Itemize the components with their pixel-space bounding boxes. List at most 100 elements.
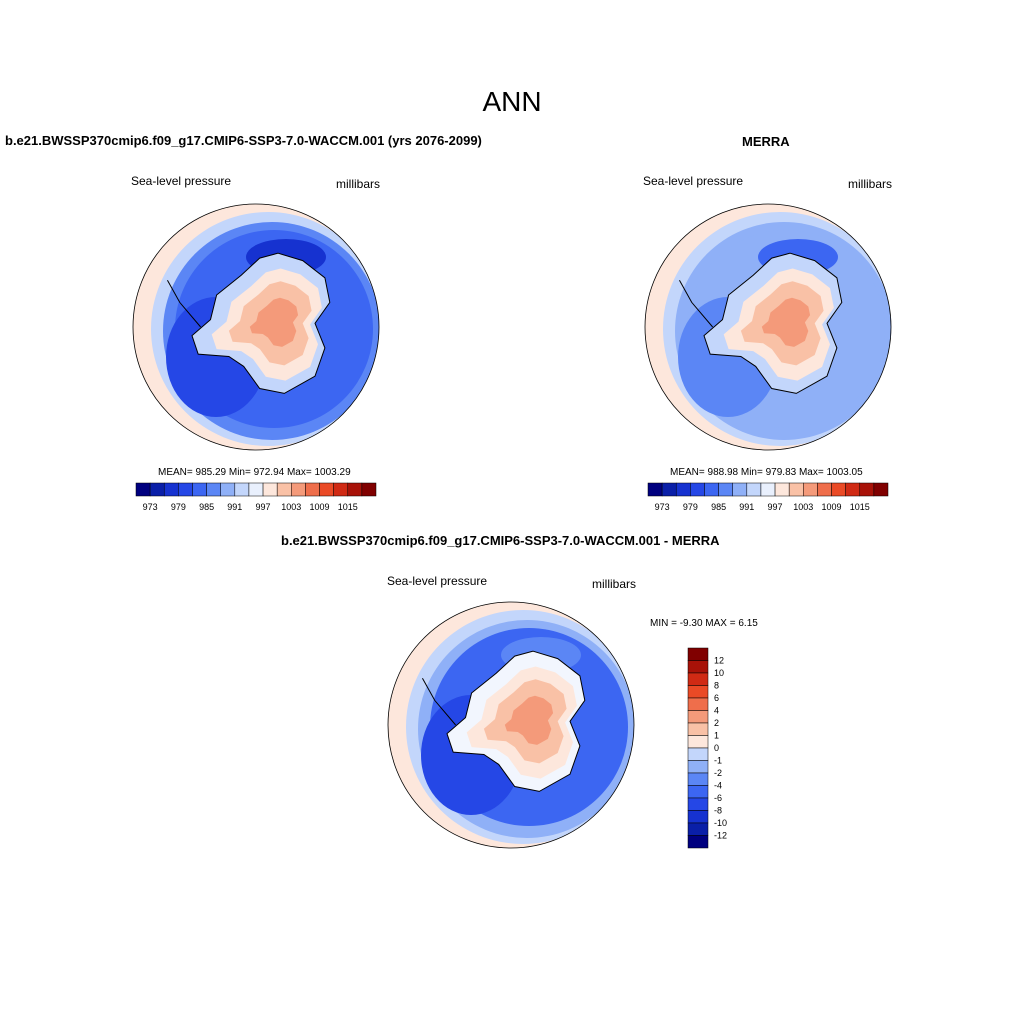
- colorbar-tick-label: 0: [714, 743, 719, 753]
- colorbar-tick-label: 991: [227, 502, 242, 512]
- colorbar-tick-label: 1015: [338, 502, 358, 512]
- colorbar-swatch: [178, 482, 193, 497]
- panel3-polar-map: [387, 601, 635, 849]
- colorbar-swatch: [687, 685, 709, 699]
- peninsula-coastline: [422, 678, 457, 726]
- colorbar-tick-label: 2: [714, 718, 719, 728]
- colorbar-tick-label: 12: [714, 656, 724, 666]
- colorbar-tick-label: -1: [714, 756, 722, 766]
- colorbar-tick-label: 1003: [281, 502, 301, 512]
- peninsula-coastline: [679, 280, 714, 328]
- colorbar-swatch: [687, 760, 709, 774]
- colorbar-swatch: [704, 482, 719, 497]
- colorbar-swatch: [687, 747, 709, 761]
- colorbar-swatch: [687, 797, 709, 811]
- colorbar-swatch: [732, 482, 748, 497]
- colorbar-tick-label: 1015: [850, 502, 870, 512]
- colorbar-swatch: [687, 672, 709, 686]
- colorbar-swatch: [687, 697, 709, 711]
- colorbar-swatch: [661, 482, 677, 497]
- colorbar-swatch: [687, 822, 709, 836]
- colorbar-swatch: [774, 482, 790, 497]
- colorbar-swatch: [687, 735, 709, 749]
- colorbar-swatch: [687, 785, 709, 799]
- continent-coastline: [191, 252, 331, 394]
- panel1-variable-label: Sea-level pressure: [131, 174, 232, 188]
- peninsula-coastline: [167, 280, 202, 328]
- colorbar-tick-label: 985: [711, 502, 726, 512]
- colorbar-swatch: [803, 482, 818, 497]
- continent-coastline: [703, 252, 843, 394]
- panel2-colorbar: 973 979 985 991 997 1003 1009 1015: [647, 482, 889, 512]
- map-border: [387, 601, 635, 849]
- colorbar-tick-label: 979: [683, 502, 698, 512]
- panel3-units-label: millibars: [592, 577, 637, 591]
- colorbar-tick-label: 8: [714, 681, 719, 691]
- panel3-stats: MIN = -9.30 MAX = 6.15: [650, 618, 758, 629]
- colorbar-tick-label: 4: [714, 706, 719, 716]
- colorbar-swatch: [687, 835, 709, 849]
- colorbar-tick-label: 985: [199, 502, 214, 512]
- colorbar-swatch: [647, 482, 663, 497]
- continent-contour-4: [249, 297, 299, 347]
- continent-contour-4: [761, 297, 811, 347]
- colorbar-swatch: [192, 482, 207, 497]
- colorbar-swatch: [234, 482, 250, 497]
- colorbar-tick-label: -10: [714, 818, 727, 828]
- map-border: [644, 203, 892, 451]
- colorbar-swatch: [206, 482, 221, 497]
- colorbar-swatch: [347, 482, 363, 497]
- colorbar-swatch: [687, 660, 709, 674]
- colorbar-tick-label: 1003: [793, 502, 813, 512]
- colorbar-swatch: [718, 482, 733, 497]
- panel2-variable-label: Sea-level pressure: [643, 174, 744, 188]
- colorbar-tick-label: 10: [714, 668, 724, 678]
- colorbar-swatch: [305, 482, 320, 497]
- colorbar-tick-label: 979: [171, 502, 186, 512]
- colorbar-swatch: [831, 482, 846, 497]
- colorbar-tick-label: 1: [714, 731, 719, 741]
- colorbar-swatch: [361, 482, 377, 497]
- colorbar-swatch: [276, 482, 292, 497]
- panel1-units-label: millibars: [336, 177, 381, 191]
- panel3-variable-label: Sea-level pressure: [387, 574, 488, 588]
- panel3-title: b.e21.BWSSP370cmip6.f09_g17.CMIP6-SSP3-7…: [281, 533, 720, 548]
- colorbar-swatch: [135, 482, 151, 497]
- colorbar-swatch: [163, 482, 179, 497]
- colorbar-swatch: [687, 722, 709, 736]
- colorbar-swatch: [687, 647, 709, 661]
- colorbar-swatch: [675, 482, 691, 497]
- colorbar-swatch: [690, 482, 705, 497]
- colorbar-tick-label: 973: [655, 502, 670, 512]
- colorbar-tick-label: 6: [714, 693, 719, 703]
- colorbar-tick-label: -8: [714, 806, 722, 816]
- colorbar-tick-label: 997: [256, 502, 271, 512]
- colorbar-tick-label: 997: [768, 502, 783, 512]
- colorbar-tick-label: 1009: [822, 502, 842, 512]
- colorbar-swatch: [687, 710, 709, 724]
- colorbar-swatch: [262, 482, 278, 497]
- continent-coastline: [446, 650, 586, 792]
- map-field: [388, 602, 634, 848]
- colorbar-swatch: [873, 482, 889, 497]
- map-border: [132, 203, 380, 451]
- map-field: [133, 204, 379, 450]
- panel2-title: MERRA: [742, 134, 790, 149]
- colorbar-swatch: [248, 482, 264, 497]
- colorbar-swatch: [859, 482, 875, 497]
- colorbar-tick-label: -4: [714, 781, 722, 791]
- panel1-colorbar: 973 979 985 991 997 1003 1009 1015: [135, 482, 377, 512]
- colorbar-swatch: [817, 482, 832, 497]
- colorbar-swatch: [333, 482, 349, 497]
- colorbar-swatch: [788, 482, 804, 497]
- colorbar-swatch: [687, 810, 709, 824]
- panel2-polar-map: [644, 203, 892, 451]
- colorbar-swatch: [220, 482, 236, 497]
- panel1-title: b.e21.BWSSP370cmip6.f09_g17.CMIP6-SSP3-7…: [5, 133, 482, 148]
- panel2-stats: MEAN= 988.98 Min= 979.83 Max= 1003.05: [670, 467, 863, 478]
- panel2-units-label: millibars: [848, 177, 893, 191]
- map-field: [645, 204, 891, 450]
- colorbar-swatch: [149, 482, 165, 497]
- colorbar-swatch: [845, 482, 861, 497]
